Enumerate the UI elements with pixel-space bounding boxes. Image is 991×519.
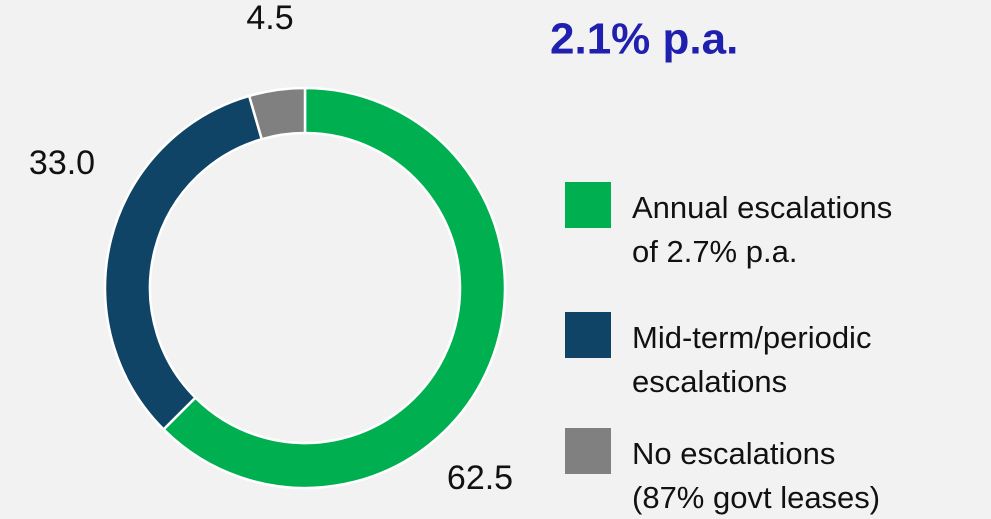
data-label: 62.5	[447, 459, 513, 497]
donut-segment	[247, 86, 307, 141]
legend-item: Mid-term/periodic escalations	[565, 312, 907, 404]
donut-segment	[103, 94, 264, 432]
legend-label: Annual escalations of 2.7% p.a.	[632, 190, 893, 269]
legend-swatch	[565, 428, 611, 474]
legend-item: No escalations (87% govt leases)	[565, 428, 907, 519]
donut-segment	[161, 86, 507, 490]
legend-swatch	[565, 182, 611, 228]
legend-label: Mid-term/periodic escalations	[632, 320, 872, 399]
chart-title: 2.1% p.a.	[550, 15, 738, 64]
data-label: 33.0	[29, 144, 95, 182]
legend-item: Annual escalations of 2.7% p.a.	[565, 182, 907, 274]
data-label: 4.5	[246, 0, 293, 37]
legend-swatch	[565, 312, 611, 358]
legend-label: No escalations (87% govt leases)	[632, 436, 881, 515]
